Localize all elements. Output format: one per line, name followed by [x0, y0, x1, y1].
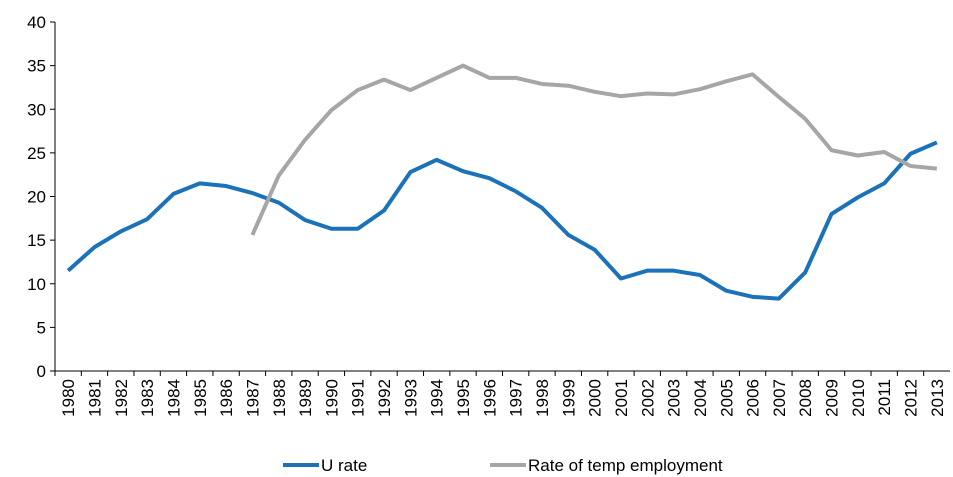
legend-label: Rate of temp employment [528, 456, 723, 475]
y-tick-label: 40 [27, 13, 46, 32]
x-tick-label: 1999 [559, 379, 578, 417]
y-tick-label: 0 [37, 362, 46, 381]
y-tick-label: 20 [27, 188, 46, 207]
x-tick-label: 1980 [59, 379, 78, 417]
x-tick-label: 1985 [191, 379, 210, 417]
x-tick-label: 1983 [138, 379, 157, 417]
x-tick-label: 1984 [164, 379, 183, 417]
legend-label: U rate [321, 456, 367, 475]
y-tick-label: 5 [37, 318, 46, 337]
x-tick-label: 1988 [270, 379, 289, 417]
y-tick-label: 25 [27, 144, 46, 163]
x-tick-label: 1998 [533, 379, 552, 417]
series-line [66, 140, 938, 301]
x-tick-label: 1996 [480, 379, 499, 417]
x-tick-label: 1993 [401, 379, 420, 417]
series-line [250, 63, 938, 236]
x-tick-label: 1997 [507, 379, 526, 417]
x-tick-label: 1982 [112, 379, 131, 417]
x-tick-label: 1995 [454, 379, 473, 417]
x-tick-label: 2008 [796, 379, 815, 417]
y-tick-label: 15 [27, 231, 46, 250]
x-tick-label: 2003 [665, 379, 684, 417]
x-tick-label: 2000 [586, 379, 605, 417]
x-tick-label: 2001 [612, 379, 631, 417]
y-tick-label: 35 [27, 57, 46, 76]
x-tick-label: 2005 [717, 379, 736, 417]
x-tick-label: 2006 [744, 379, 763, 417]
x-tick-label: 1992 [375, 379, 394, 417]
x-tick-label: 2010 [849, 379, 868, 417]
y-tick-label: 10 [27, 275, 46, 294]
x-tick-label: 2013 [928, 379, 947, 417]
x-tick-label: 1981 [85, 379, 104, 417]
x-tick-label: 1991 [349, 379, 368, 417]
x-tick-label: 2007 [770, 379, 789, 417]
x-tick-label: 2011 [875, 379, 894, 416]
x-tick-label: 2004 [691, 379, 710, 417]
x-tick-label: 1994 [428, 379, 447, 417]
x-tick-label: 2009 [823, 379, 842, 417]
x-tick-label: 1986 [217, 379, 236, 417]
x-tick-label: 1987 [243, 379, 262, 417]
x-tick-label: 1990 [322, 379, 341, 417]
x-tick-label: 2012 [902, 379, 921, 417]
x-tick-label: 1989 [296, 379, 315, 417]
y-tick-label: 30 [27, 100, 46, 119]
x-tick-label: 2002 [638, 379, 657, 417]
